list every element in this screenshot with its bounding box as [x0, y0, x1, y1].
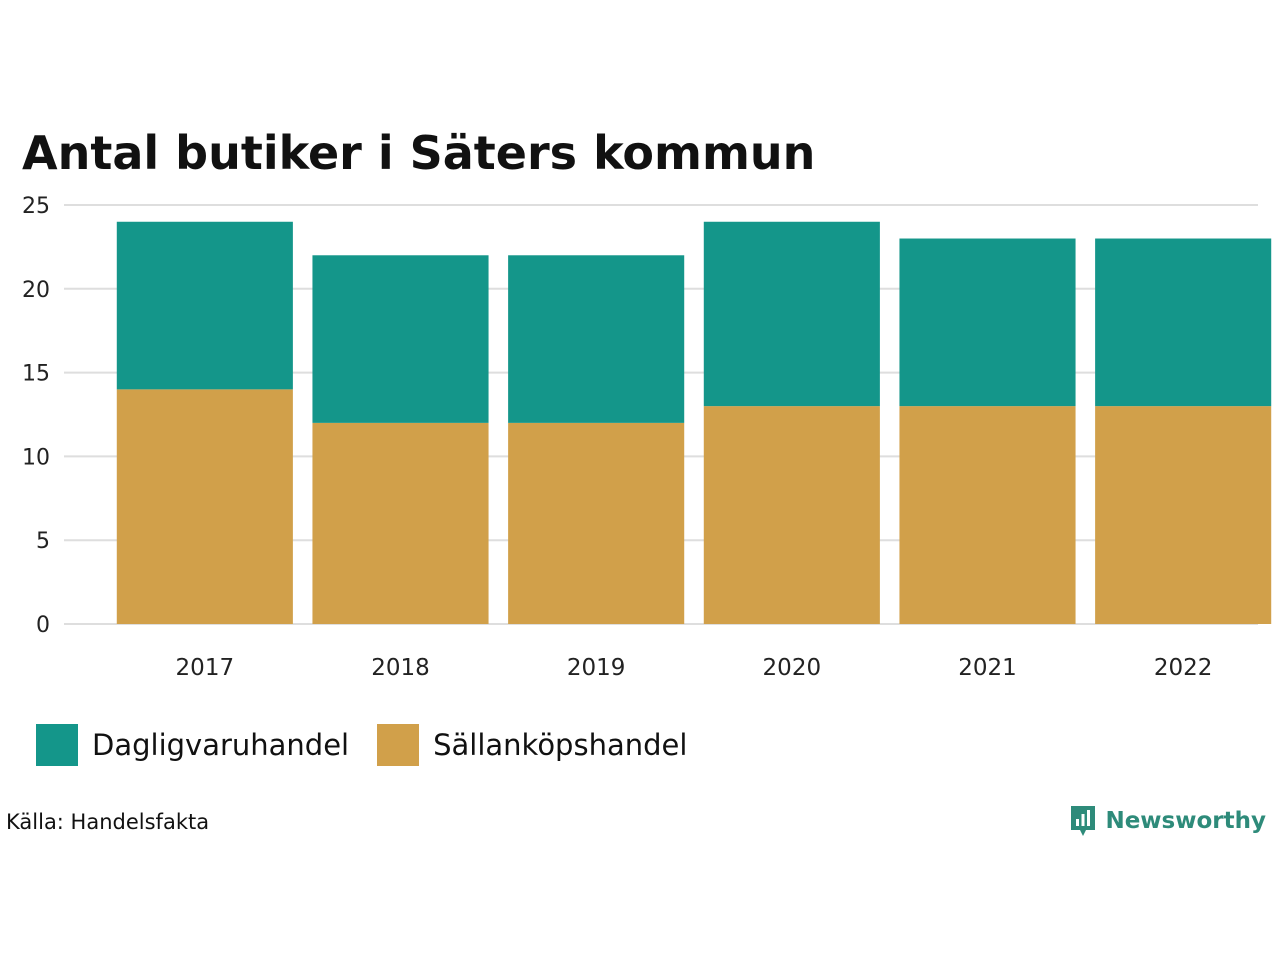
legend-item-dagligvaruhandel: Dagligvaruhandel [36, 724, 349, 766]
brand-name: Newsworthy [1105, 808, 1266, 834]
bar-2018-dagligvaruhandel [312, 255, 489, 423]
y-tick-label: 0 [36, 613, 50, 638]
bar-2019-dagligvaruhandel [508, 255, 685, 423]
chart-title: Antal butiker i Säters kommun [22, 126, 816, 180]
x-tick-label: 2017 [176, 655, 235, 681]
bars [116, 221, 1272, 624]
bar-2017-dagligvaruhandel [116, 221, 293, 390]
newsworthy-chart-icon [1071, 806, 1096, 836]
y-tick-label: 5 [36, 529, 50, 554]
x-tick-label: 2021 [958, 655, 1017, 681]
legend: Dagligvaruhandel Sällanköpshandel [36, 724, 715, 766]
y-tick-label: 10 [22, 445, 50, 470]
y-tick-label: 20 [22, 278, 50, 303]
bar-2022-sallankopshandel [1095, 406, 1272, 624]
legend-label-sallankopshandel: Sällanköpshandel [433, 728, 688, 762]
legend-item-sallankopshandel: Sällanköpshandel [377, 724, 687, 766]
bar-2020-sallankopshandel [703, 406, 880, 624]
x-tick-label: 2018 [371, 655, 430, 681]
bar-2021-dagligvaruhandel [899, 238, 1076, 407]
legend-swatch-sallankopshandel [377, 724, 420, 766]
bar-chart: 0 5 10 15 20 25 2017 2018 2019 2020 2021 2022 [22, 194, 1272, 681]
legend-swatch-dagligvaruhandel [36, 724, 78, 766]
x-tick-label: 2022 [1154, 655, 1213, 681]
y-tick-label: 15 [22, 362, 50, 387]
bar-2021-sallankopshandel [899, 406, 1076, 624]
bar-2017-sallankopshandel [116, 389, 293, 624]
bar-2018-sallankopshandel [312, 422, 489, 624]
x-tick-label: 2020 [763, 655, 822, 681]
x-tick-label: 2019 [567, 655, 626, 681]
bar-2019-sallankopshandel [508, 422, 685, 624]
source-note: Källa: Handelsfakta [6, 810, 210, 834]
newsworthy-logo: Newsworthy [1069, 804, 1266, 838]
y-axis-ticks: 0 5 10 15 20 25 [22, 194, 50, 638]
bar-2022-dagligvaruhandel [1095, 238, 1272, 407]
legend-label-dagligvaruhandel: Dagligvaruhandel [92, 728, 350, 762]
y-tick-label: 25 [22, 194, 50, 219]
bar-2020-dagligvaruhandel [703, 221, 880, 407]
x-axis-ticks: 2017 2018 2019 2020 2021 2022 [176, 655, 1213, 681]
